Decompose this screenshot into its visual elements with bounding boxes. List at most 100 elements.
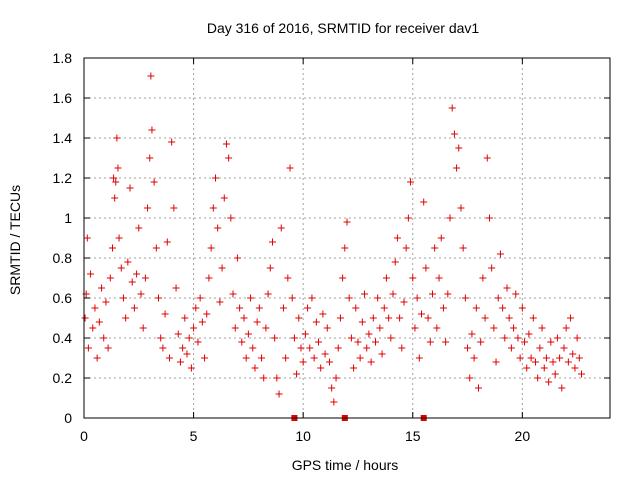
data-point <box>411 324 419 332</box>
data-point <box>244 330 252 338</box>
data-point <box>404 214 412 222</box>
data-point <box>288 294 296 302</box>
data-point <box>174 330 182 338</box>
y-tick-label: 1 <box>64 210 72 226</box>
data-point <box>277 224 285 232</box>
data-point <box>507 344 515 352</box>
data-point <box>137 290 145 298</box>
data-point <box>564 358 572 366</box>
data-point <box>304 304 312 312</box>
data-point <box>538 324 546 332</box>
data-point <box>139 324 147 332</box>
data-point <box>247 294 255 302</box>
data-point <box>122 314 130 322</box>
data-point <box>562 324 570 332</box>
data-point <box>433 324 441 332</box>
data-point <box>325 358 333 366</box>
data-point <box>192 304 200 312</box>
data-point <box>104 344 112 352</box>
data-point <box>89 324 97 332</box>
y-tick-label: 0.2 <box>53 370 73 386</box>
data-point <box>479 274 487 282</box>
data-point <box>205 274 213 282</box>
data-point <box>312 318 320 326</box>
data-point <box>135 224 143 232</box>
data-point <box>255 304 263 312</box>
data-point <box>323 324 331 332</box>
data-point <box>413 294 421 302</box>
data-point <box>545 378 553 386</box>
data-point <box>161 310 169 318</box>
y-tick-label: 1.2 <box>53 170 73 186</box>
data-point <box>573 334 581 342</box>
data-point <box>424 314 432 322</box>
data-point <box>203 310 211 318</box>
data-point <box>141 274 149 282</box>
data-point <box>301 330 309 338</box>
y-tick-label: 1.8 <box>53 50 73 66</box>
data-point <box>356 354 364 362</box>
data-point <box>523 364 531 372</box>
data-point <box>190 324 198 332</box>
data-point <box>181 314 189 322</box>
data-point <box>170 204 178 212</box>
data-point <box>514 334 522 342</box>
data-point <box>321 350 329 358</box>
data-point <box>148 126 156 134</box>
data-point <box>179 344 187 352</box>
data-point <box>354 338 362 346</box>
data-point <box>286 164 294 172</box>
data-point <box>485 214 493 222</box>
data-point <box>547 338 555 346</box>
data-point <box>152 244 160 252</box>
data-point <box>389 290 397 298</box>
x-tick-label: 0 <box>80 428 88 444</box>
data-point <box>275 390 283 398</box>
data-point <box>475 384 482 392</box>
data-point <box>556 354 564 362</box>
data-point <box>220 194 228 202</box>
y-tick-label: 0.6 <box>53 290 73 306</box>
data-point <box>518 304 526 312</box>
data-point <box>258 354 266 362</box>
data-point <box>347 334 355 342</box>
data-point <box>387 334 395 342</box>
data-point <box>457 204 465 212</box>
data-point <box>260 374 268 382</box>
data-point <box>159 344 167 352</box>
data-point <box>578 370 586 378</box>
x-axis-label: GPS time / hours <box>292 457 399 473</box>
plot-frame <box>83 57 611 419</box>
data-point <box>218 264 226 272</box>
data-point <box>361 290 369 298</box>
data-point <box>249 344 257 352</box>
data-point <box>553 334 561 342</box>
data-point <box>108 244 116 252</box>
data-point <box>488 264 496 272</box>
data-point <box>284 274 292 282</box>
data-point <box>172 284 180 292</box>
data-point <box>542 354 550 362</box>
data-point <box>229 290 237 298</box>
data-point <box>380 304 388 312</box>
data-point <box>293 370 301 378</box>
data-point <box>91 304 99 312</box>
data-point <box>236 304 244 312</box>
data-point <box>407 178 415 186</box>
data-point <box>319 310 327 318</box>
data-point <box>496 250 504 258</box>
data-point <box>251 364 259 372</box>
data-point <box>290 334 298 342</box>
data-point <box>279 304 287 312</box>
data-point <box>409 274 417 282</box>
data-point <box>448 104 456 112</box>
data-point <box>374 294 382 302</box>
data-point <box>201 354 209 362</box>
chart-title: Day 316 of 2016, SRMTID for receiver dav… <box>207 20 480 36</box>
data-point <box>225 154 233 162</box>
data-point <box>155 294 163 302</box>
data-point <box>503 284 511 292</box>
data-point <box>345 294 353 302</box>
data-point <box>505 314 513 322</box>
data-point <box>242 354 250 362</box>
